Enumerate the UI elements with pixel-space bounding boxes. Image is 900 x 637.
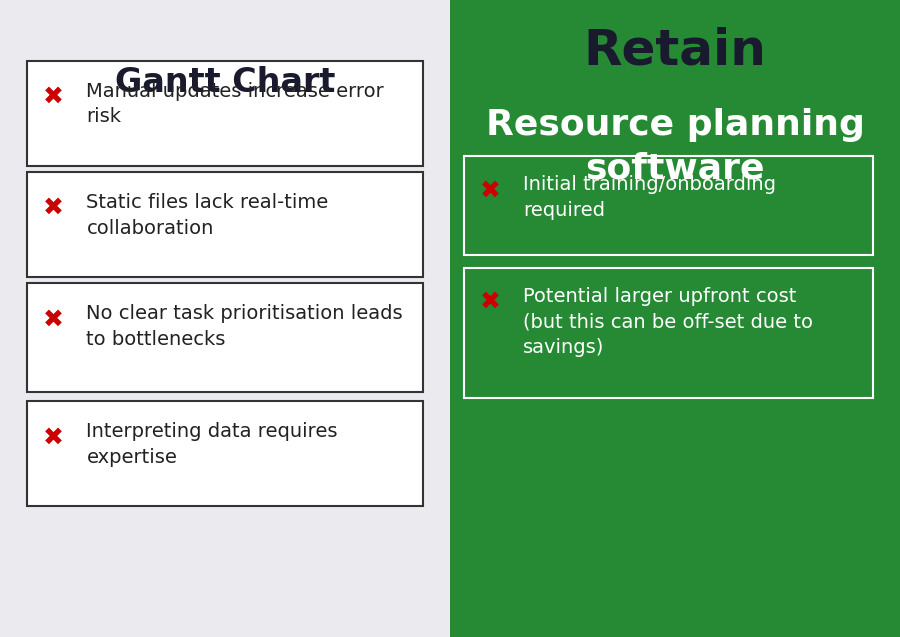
- FancyBboxPatch shape: [27, 401, 423, 506]
- Text: Retain: Retain: [583, 27, 767, 75]
- Text: ✖: ✖: [43, 426, 64, 450]
- Text: Manual updates increase error
risk: Manual updates increase error risk: [86, 82, 384, 126]
- Bar: [450, 0, 900, 637]
- FancyBboxPatch shape: [27, 61, 423, 166]
- Text: Interpreting data requires
expertise: Interpreting data requires expertise: [86, 422, 338, 467]
- Text: No clear task prioritisation leads
to bottlenecks: No clear task prioritisation leads to bo…: [86, 304, 403, 349]
- FancyBboxPatch shape: [464, 268, 873, 398]
- Text: Static files lack real-time
collaboration: Static files lack real-time collaboratio…: [86, 193, 328, 238]
- Text: ✖: ✖: [480, 178, 500, 203]
- Text: ✖: ✖: [43, 196, 64, 220]
- FancyBboxPatch shape: [27, 283, 423, 392]
- Text: ✖: ✖: [480, 290, 500, 314]
- Text: ✖: ✖: [43, 308, 64, 332]
- Text: ✖: ✖: [43, 85, 64, 109]
- Bar: [0, 0, 450, 637]
- Text: Potential larger upfront cost
(but this can be off-set due to
savings): Potential larger upfront cost (but this …: [523, 287, 813, 357]
- FancyBboxPatch shape: [464, 156, 873, 255]
- Text: Resource planning
software: Resource planning software: [486, 108, 864, 185]
- Text: Initial training/onboarding
required: Initial training/onboarding required: [523, 175, 776, 220]
- Text: Gantt Chart: Gantt Chart: [115, 66, 335, 99]
- FancyBboxPatch shape: [27, 172, 423, 277]
